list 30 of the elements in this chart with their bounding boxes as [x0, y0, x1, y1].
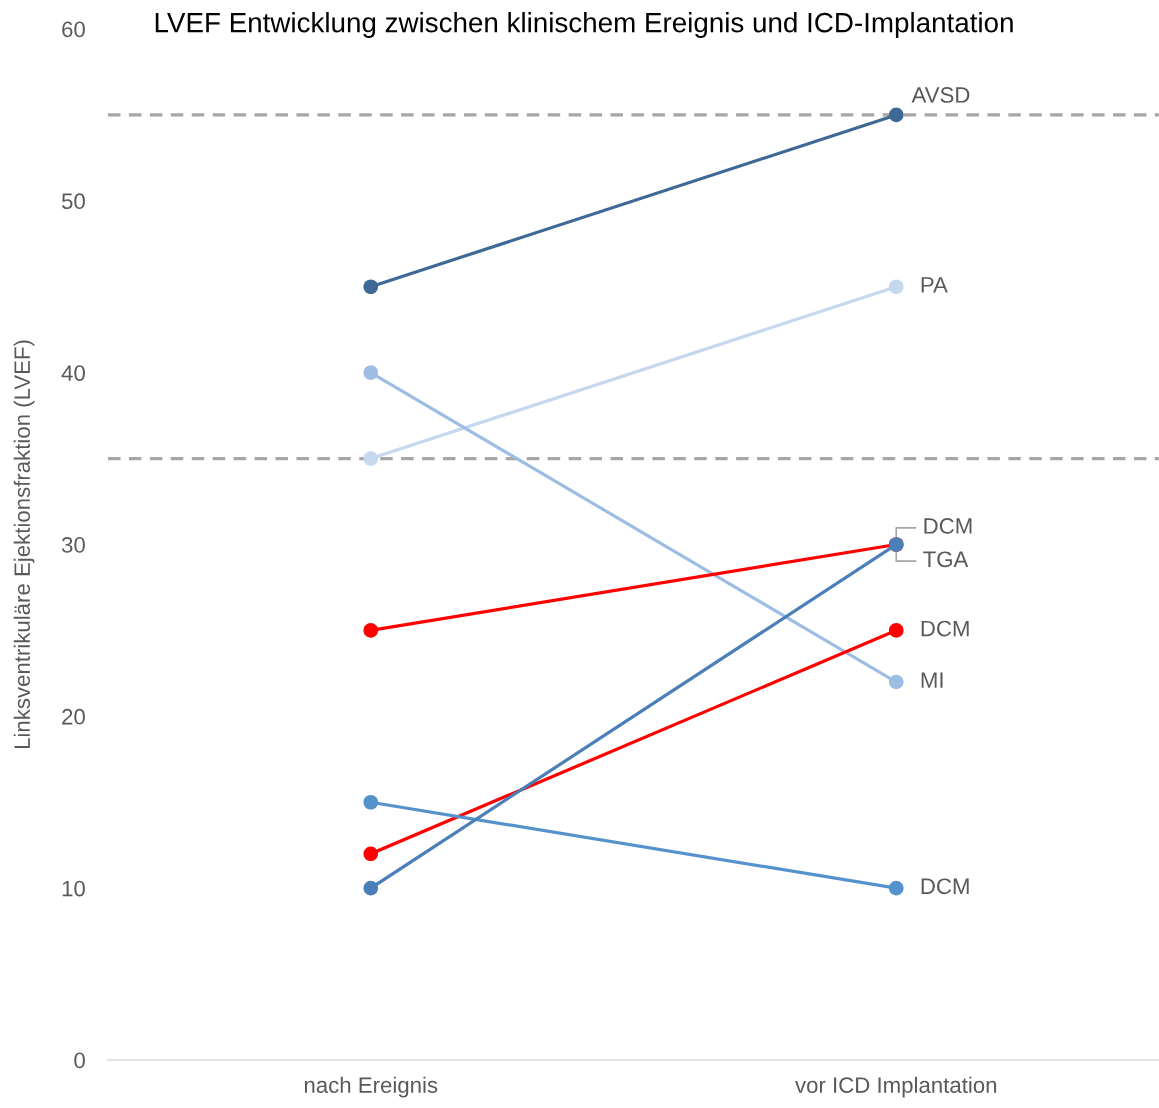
y-tick-label: 60 — [62, 21, 85, 38]
point — [888, 279, 904, 295]
series-label: TGA — [923, 551, 969, 568]
point — [363, 365, 379, 380]
point — [363, 623, 379, 638]
series-label: DCM — [924, 518, 972, 534]
series-label: AVSD — [911, 87, 970, 103]
series-label: DCM — [921, 620, 969, 637]
y-tick-label: 40 — [61, 365, 85, 381]
series-label: PA — [921, 277, 948, 293]
y-tick-label: 10 — [62, 880, 85, 897]
point — [363, 279, 379, 295]
point — [888, 674, 904, 690]
point — [363, 846, 379, 862]
y-tick-label: 50 — [61, 193, 85, 210]
x-tick-label: vor ICD Implantation — [795, 1076, 997, 1098]
point — [363, 880, 379, 896]
point — [888, 880, 904, 896]
chart-title: LVEF Entwicklung zwischen klinischem Ereignis und ICD-Implantation — [155, 12, 1013, 38]
point — [363, 794, 379, 810]
series-label: MI — [921, 672, 943, 688]
y-tick-label: 20 — [62, 708, 85, 725]
y-tick-label: 0 — [74, 1052, 85, 1069]
x-tick-label: nach Ereignis — [304, 1076, 438, 1098]
point — [888, 107, 904, 123]
point — [888, 623, 904, 638]
series-label: DCM — [921, 878, 969, 895]
point — [363, 451, 379, 466]
y-tick-label: 30 — [61, 537, 85, 553]
y-axis-title: Linksventrikuläre Ejektionsfraktion (LVEF) — [13, 340, 35, 749]
